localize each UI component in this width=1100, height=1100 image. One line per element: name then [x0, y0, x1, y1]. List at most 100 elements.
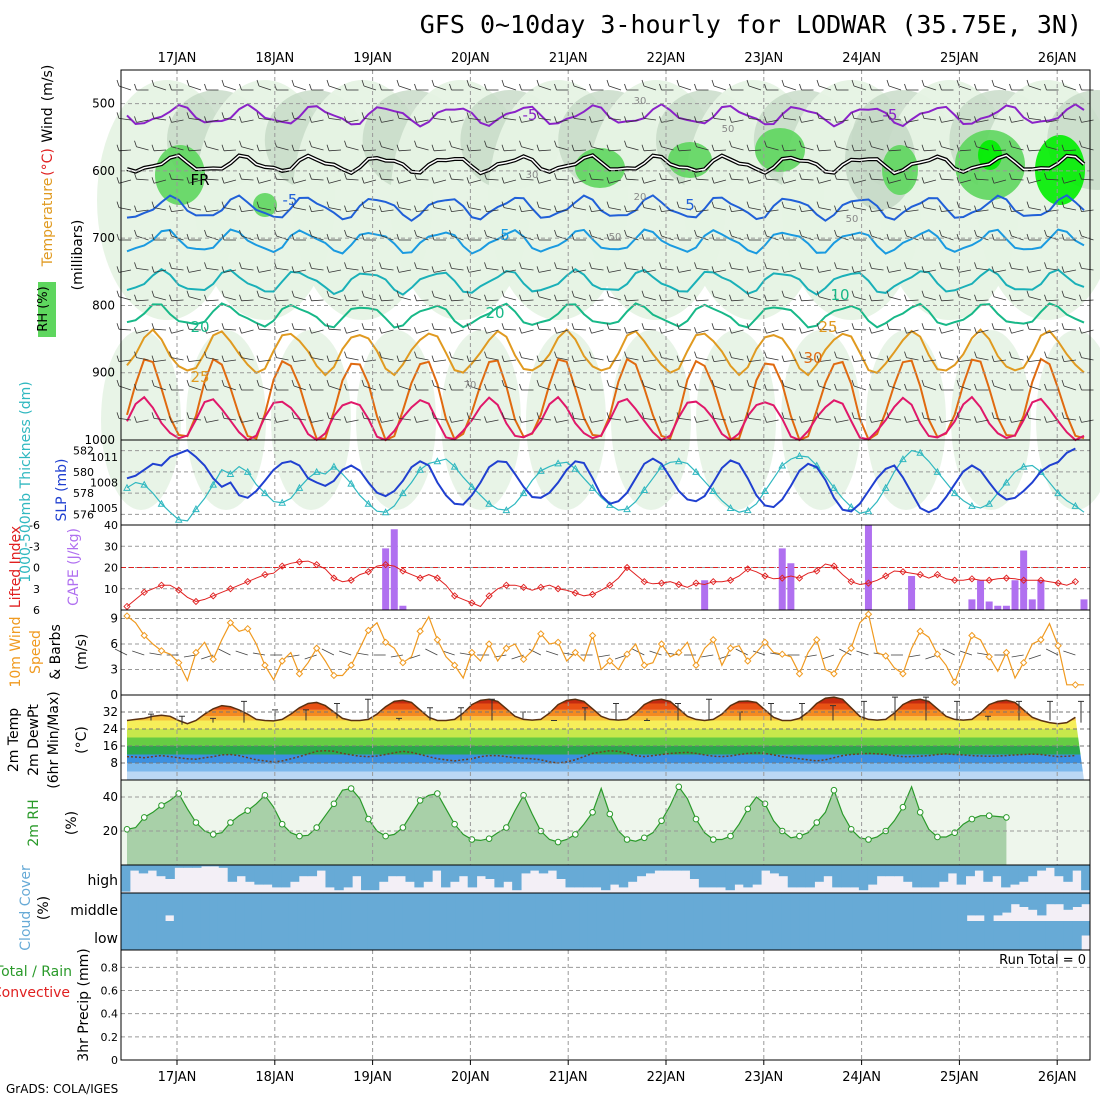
wind-barb	[958, 118, 972, 121]
date-tick-label-bottom: 26JAN	[1038, 1070, 1077, 1085]
wind-barb-flag	[694, 327, 697, 334]
cape-bar	[985, 601, 993, 610]
wind-barb-flag	[186, 379, 190, 387]
wind-barb	[766, 357, 779, 361]
wind-barb-flag	[1009, 83, 1012, 91]
wind-barb-flag	[344, 205, 347, 212]
wind-barb-flag	[361, 323, 365, 330]
lifted-index-point	[347, 576, 355, 584]
wind-barb	[713, 359, 727, 362]
thickness-point	[174, 515, 183, 523]
wind-barb-flag	[781, 290, 785, 297]
lifted-index-point	[485, 592, 493, 600]
thickness-point	[571, 464, 580, 472]
rh-tick-label: 40	[103, 790, 118, 804]
wind-barb-flag	[134, 351, 137, 358]
cloud-bar	[297, 921, 307, 950]
wind-barb	[398, 385, 412, 391]
wind-barb	[871, 119, 884, 123]
wind-barb	[748, 359, 762, 362]
wind-barb-flag	[1026, 379, 1030, 387]
lifted-index-point	[709, 578, 717, 586]
wind-barb	[731, 146, 744, 151]
wind-barb	[363, 385, 377, 391]
wind-barb-flag	[869, 229, 872, 237]
cape-bar	[1028, 599, 1036, 610]
wind-barb	[468, 359, 482, 362]
isotherm-line	[126, 267, 1085, 296]
wind-barb-flag	[431, 412, 435, 419]
wind-barb	[486, 119, 499, 123]
cloud-bar	[334, 865, 344, 891]
rh-point	[278, 820, 286, 828]
wind-barb-flag	[606, 290, 610, 297]
cape-axis-label: CAPE (J/kg)	[66, 528, 82, 606]
wind-barb-flag	[624, 116, 627, 123]
wind-barb-flag	[431, 266, 435, 273]
wind-barb-flag	[291, 355, 295, 362]
wind-barb	[416, 119, 429, 123]
wind-barb	[626, 329, 639, 334]
wind-barb	[801, 178, 814, 181]
wind-barb	[486, 299, 499, 302]
wind-barb	[328, 385, 342, 391]
wind-barb	[766, 146, 779, 151]
wind-speed-point	[140, 631, 148, 640]
cloud-bar	[173, 893, 184, 921]
lifted-index-point	[244, 578, 252, 586]
cloud-bar	[538, 865, 549, 874]
wind-barb	[416, 299, 429, 302]
wind-barb-flag	[449, 140, 452, 147]
wind-speed-point	[1037, 636, 1045, 644]
wind-barb-flag	[414, 416, 417, 423]
wind-barb-flag	[361, 379, 365, 387]
cloud-bar	[702, 893, 712, 921]
wind-barb-flag	[886, 290, 890, 297]
wind-speed-point	[554, 638, 562, 647]
wind-barb-flag	[904, 140, 907, 147]
cloud-bar	[1009, 865, 1020, 885]
wind-barb-10m	[649, 650, 662, 656]
wind-barb-flag	[204, 327, 207, 334]
wind-barb-flag	[326, 379, 330, 387]
lifted-index-point	[330, 574, 338, 582]
wind-barb-flag	[834, 351, 837, 358]
wind-barb	[906, 178, 919, 181]
wind-barb	[626, 119, 639, 123]
wind-barb-flag	[204, 383, 207, 391]
dewpt-axis-label: 2m DewPt	[26, 704, 42, 776]
cloud-bar	[297, 893, 307, 921]
wind-barb	[661, 119, 674, 123]
wind-barb	[206, 299, 219, 302]
wind-barb-flag	[834, 294, 837, 301]
wind-barb-flag	[554, 173, 557, 180]
wind-barb-flag	[1044, 351, 1047, 358]
wind-barb	[731, 419, 744, 423]
thickness-point	[1054, 489, 1062, 497]
wind-barb-flag	[431, 233, 435, 241]
wind-barb-flag	[641, 379, 645, 387]
wind-barb	[976, 209, 989, 212]
wind-barb	[748, 207, 762, 211]
wind-barb-flag	[939, 416, 942, 423]
wind-barb-flag	[1044, 205, 1047, 212]
cloud-bar	[464, 921, 474, 950]
thickness-point	[743, 506, 752, 514]
wind-barb-flag	[554, 116, 557, 123]
wind-barb	[206, 178, 219, 181]
rh-point	[365, 815, 372, 823]
wind-barb	[381, 357, 394, 361]
wind-barb-flag	[379, 173, 382, 180]
wind-barb-flag	[134, 294, 137, 301]
wind-barb-flag	[869, 416, 872, 423]
wind-barb	[1046, 178, 1059, 181]
wind-barb	[993, 418, 1007, 421]
wind-barb-flag	[746, 412, 750, 419]
wind-barb	[748, 149, 762, 152]
wind-barb	[941, 329, 954, 334]
cloud-bar	[289, 865, 300, 882]
wind-barb-flag	[361, 266, 365, 273]
wind-barb-flag	[921, 233, 925, 241]
wind-barb-flag	[484, 294, 487, 301]
wind-barb	[276, 268, 289, 271]
